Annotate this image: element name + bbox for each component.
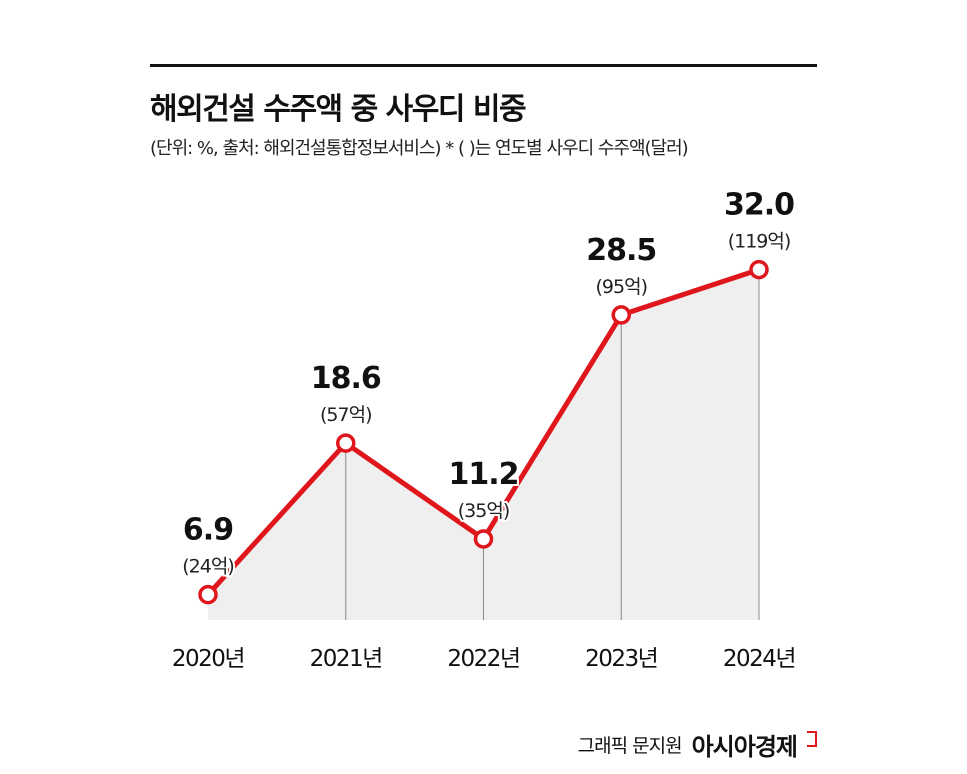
- x-tick-label: 2024년: [723, 646, 795, 672]
- chart-title: 해외건설 수주액 중 사우디 비중: [150, 92, 527, 127]
- data-point: [749, 259, 769, 280]
- amount-label: (24억): [182, 556, 233, 578]
- value-label: 6.9: [183, 513, 233, 548]
- graphic-credit: 그래픽 문지원: [577, 735, 683, 757]
- chart-subtitle: (단위: %, 출처: 해외건설통합정보서비스) * ( )는 연도별 사우디 …: [150, 138, 689, 159]
- data-point: [336, 433, 356, 453]
- amount-label: (57억): [320, 404, 371, 426]
- brand-flag-icon: [807, 730, 817, 747]
- credit: 그래픽 문지원 아시아경제: [578, 727, 817, 762]
- x-tick-label: 2023년: [585, 646, 657, 672]
- amount-label: (119억): [728, 231, 791, 253]
- top-rule: [150, 64, 817, 67]
- x-tick-label: 2021년: [310, 646, 382, 672]
- value-label: 18.6: [311, 361, 381, 396]
- amount-label: (95억): [596, 276, 647, 298]
- x-tick-label: 2022년: [447, 646, 519, 672]
- data-point: [473, 529, 494, 549]
- value-label: 11.2: [448, 457, 518, 492]
- x-tick-label: 2020년: [172, 646, 244, 672]
- data-point: [198, 584, 218, 605]
- value-label: 28.5: [586, 233, 656, 268]
- brand-logo: 아시아경제: [691, 733, 798, 761]
- value-label: 32.0: [724, 188, 794, 223]
- amount-label: (35억): [458, 500, 509, 522]
- data-point: [611, 305, 631, 325]
